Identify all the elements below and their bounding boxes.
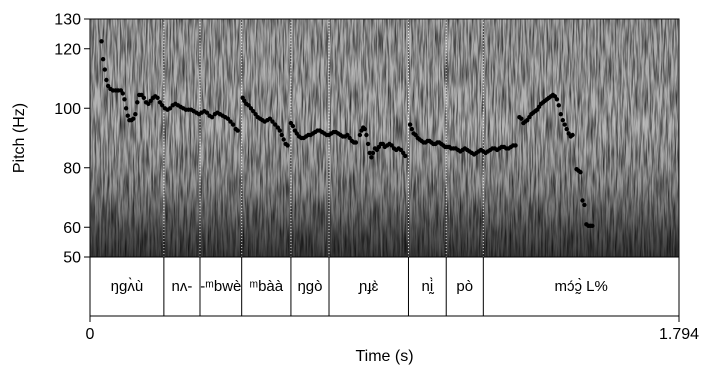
pitch-point (253, 112, 258, 117)
pitch-point (123, 106, 129, 111)
pitch-point (141, 95, 146, 101)
pitch-point (558, 112, 563, 117)
segment-label: ŋgò (297, 278, 322, 295)
pitch-point (167, 106, 173, 111)
segment-label: nḭ̀ (422, 278, 435, 295)
pitch-point (125, 113, 130, 118)
segment-label: nʌ- (172, 278, 193, 295)
pitch-point (562, 122, 567, 127)
pitch-point (155, 95, 160, 101)
y-tick-label: 130 (54, 12, 81, 29)
tier-labels: ŋgʌ̀ù nʌ- -ᵐbwè ᵐbàà ŋgò ɲɟɛ̀ nḭ̀ pò mɔ́ɔ̰̀ L% (111, 278, 608, 295)
y-tick-label: 80 (63, 160, 81, 177)
pitch-point (204, 110, 210, 115)
pitch-point (364, 132, 369, 138)
pitch-point (590, 223, 595, 228)
segment-label: ŋgʌ̀ù (111, 278, 144, 295)
pitch-point (99, 39, 104, 44)
pitch-point (556, 103, 561, 108)
segment-label: mɔ́ɔ̰̀ L% (554, 278, 607, 295)
y-tick-label: 60 (63, 220, 81, 237)
pitch-point (560, 118, 565, 123)
pitch-point (225, 116, 231, 121)
pitch-point (281, 137, 286, 142)
pitch-point (273, 122, 278, 127)
pitch-points (99, 39, 595, 228)
y-axis-ticks: 50 60 80 100 120 130 (54, 12, 90, 267)
pitch-point (403, 153, 408, 159)
pitch-point (157, 100, 163, 105)
pitch-point (398, 147, 404, 153)
y-tick-label: 50 (63, 250, 81, 267)
pitch-point (407, 122, 413, 127)
pitch-point (345, 132, 350, 138)
pitch-point (367, 150, 372, 156)
segment-boundary-lines (163, 19, 484, 316)
y-tick-label: 100 (54, 101, 81, 118)
pitch-point (353, 140, 359, 145)
pitch-point (578, 170, 583, 175)
pitch-point (105, 83, 111, 89)
pitch-point (279, 132, 284, 138)
segment-label: -ᵐbwè (200, 278, 241, 295)
pitch-point (131, 116, 136, 121)
pitch-point (290, 123, 296, 129)
pitch-point (146, 101, 151, 107)
pitch-point (564, 126, 569, 132)
segment-label: ᵐbàà (249, 278, 283, 295)
spectrogram-background (90, 19, 679, 257)
pitch-point (235, 128, 240, 133)
pitch-point (122, 97, 127, 102)
segment-label: pò (456, 278, 473, 295)
pitch-point (362, 126, 367, 132)
pitch-point (267, 116, 273, 121)
x-tick-label: 1.794 (659, 326, 699, 343)
pitch-point (294, 131, 299, 136)
pitch-point (104, 77, 109, 83)
pitch-point (582, 202, 587, 208)
pitch-point (100, 57, 106, 62)
pitch-point (148, 98, 153, 104)
y-tick-label: 120 (54, 41, 81, 58)
pitch-point (347, 135, 352, 141)
pitch-point (580, 198, 585, 203)
pitch-point (209, 115, 215, 120)
pitch-point (270, 119, 275, 124)
y-axis-title: Pitch (Hz) (11, 103, 28, 173)
pitch-point (370, 150, 376, 156)
pitch-point (120, 91, 126, 96)
x-axis-ticks: 0 1.794 (86, 316, 699, 343)
segment-label: ɲɟɛ̀ (358, 278, 379, 295)
pitch-point (251, 109, 256, 114)
pitch-point (135, 100, 140, 105)
pitch-point (246, 103, 251, 108)
pitch-point (570, 132, 575, 138)
pitch-point (102, 67, 108, 72)
pitch-point (365, 141, 371, 147)
pitch-point (554, 97, 560, 102)
pitch-point (409, 126, 414, 132)
pitch-point (513, 143, 518, 148)
pitch-point (277, 128, 282, 133)
plot-frames (89, 18, 680, 317)
x-tick-label: 0 (86, 326, 95, 343)
pitch-point (228, 119, 233, 124)
pitch-point (389, 143, 394, 148)
pitch-point (369, 155, 374, 160)
pitch-point (357, 132, 363, 138)
pitch-point (230, 122, 236, 127)
pitch-point (519, 116, 524, 121)
pitch-point (160, 103, 165, 108)
pitch-point (285, 143, 290, 148)
x-axis-title: Time (s) (355, 348, 413, 365)
pitch-point (133, 112, 138, 117)
